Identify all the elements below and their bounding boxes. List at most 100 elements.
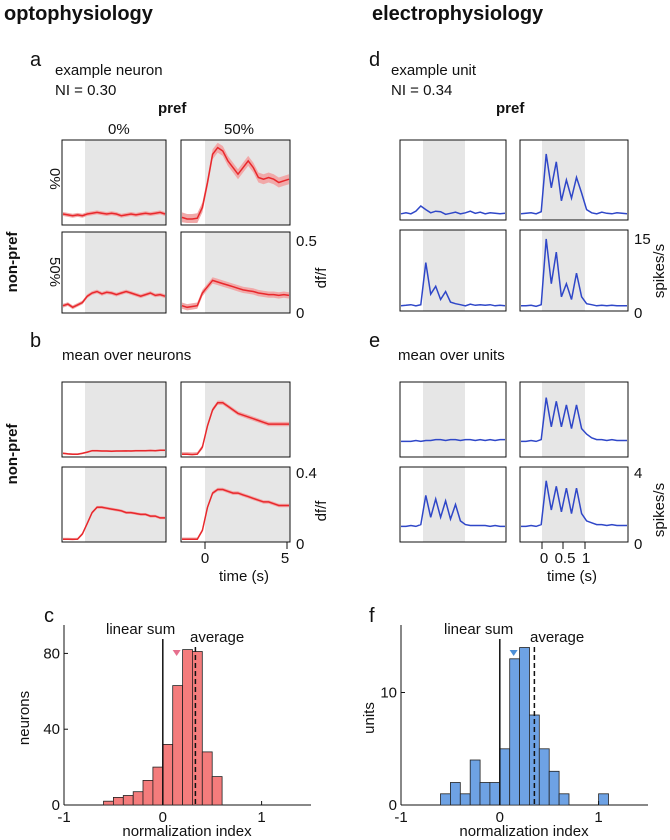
- f-average-label: average: [530, 629, 584, 646]
- trace-line: [62, 449, 165, 455]
- f-bars: [440, 647, 609, 806]
- c-ytick-label: 80: [43, 645, 60, 662]
- stim-shade: [423, 140, 465, 220]
- cell-frame: [61, 381, 167, 458]
- c-bar: [172, 685, 183, 806]
- c-ylabel: neurons: [16, 691, 33, 745]
- b-xtick-label-0: 0: [201, 550, 209, 567]
- f-bar: [509, 658, 521, 806]
- e-time-label: time (s): [547, 568, 597, 585]
- b-time-label: time (s): [219, 568, 269, 585]
- f-ytick-label: 10: [380, 685, 397, 702]
- cell-d-np0-p50: [519, 139, 629, 221]
- cell-frame: [399, 229, 507, 312]
- cell-e-np0-p50: [519, 381, 629, 458]
- cell-e-np50-p50: [519, 466, 629, 543]
- stim-shade: [85, 467, 166, 542]
- c-linear-sum-label: linear sum: [106, 621, 175, 638]
- c-ytick-label: 40: [43, 721, 60, 738]
- panel-d-line2: NI = 0.34: [391, 82, 452, 99]
- f-bar: [479, 782, 491, 806]
- c-bar: [132, 791, 144, 806]
- stim-shade: [205, 382, 290, 457]
- f-xtick-label: 1: [594, 809, 602, 826]
- stim-shade: [85, 382, 166, 457]
- c-bar: [152, 766, 164, 806]
- cell-frame: [61, 139, 167, 226]
- cell-frame: [180, 466, 291, 543]
- f-ytick-label: 0: [389, 797, 397, 814]
- f-mean-marker: [509, 650, 518, 656]
- e-xtick-label-05: 0.5: [555, 550, 576, 567]
- trace-line: [400, 205, 506, 216]
- pref-label-left: pref: [158, 100, 187, 117]
- panel-d-ytop: 15: [634, 231, 651, 248]
- c-bar: [201, 751, 213, 806]
- f-xlabel: normalization index: [459, 823, 589, 840]
- header-optophysiology: optophysiology: [4, 3, 154, 25]
- cell-b-np50-p0: [61, 466, 167, 543]
- cell-frame: [399, 381, 507, 458]
- panel-letter-a: a: [30, 49, 42, 71]
- nonpref-label-a: non-pref: [4, 231, 21, 293]
- cell-frame: [399, 139, 507, 221]
- header-electrophysiology: electrophysiology: [372, 3, 544, 25]
- panel-b-ytop: 0.4: [296, 465, 317, 482]
- panel-d-grid: [399, 139, 629, 312]
- panel-a-ytop: 0.5: [296, 233, 317, 250]
- f-bar: [459, 793, 471, 806]
- cell-d-np50-p50: [519, 229, 629, 312]
- c-bar: [211, 776, 223, 806]
- f-bar: [440, 793, 451, 806]
- f-bar: [489, 782, 501, 806]
- f-bar: [499, 748, 511, 806]
- panel-a-grid: [61, 139, 291, 314]
- f-xtick-label: -1: [394, 809, 407, 826]
- cell-frame: [519, 229, 629, 312]
- panel-e-grid: [399, 381, 629, 543]
- f-bar: [469, 759, 481, 806]
- cell-a-np0-p0: [61, 139, 167, 226]
- trace-line: [62, 290, 166, 309]
- panel-letter-f: f: [369, 605, 375, 627]
- c-xtick-label: 0: [159, 809, 167, 826]
- cell-a-np0-p50: [180, 139, 291, 226]
- trace-line: [62, 211, 166, 217]
- cell-a-np50-p0: [61, 231, 167, 314]
- panel-letter-e: e: [369, 330, 380, 352]
- c-bar: [162, 744, 174, 806]
- trace-line: [521, 238, 627, 308]
- stim-shade: [542, 230, 585, 311]
- panel-letter-c: c: [44, 605, 54, 627]
- trace-line: [63, 506, 165, 541]
- f-bar: [548, 770, 560, 806]
- stim-shade: [423, 382, 465, 457]
- panel-letter-d: d: [369, 49, 380, 71]
- panel-b-grid: [61, 381, 291, 543]
- row-label-50: 50%: [46, 257, 63, 287]
- pref-label-right: pref: [496, 100, 525, 117]
- cell-frame: [180, 139, 291, 226]
- panel-e-ybot: 0: [634, 536, 642, 553]
- panel-e-ytop: 4: [634, 465, 642, 482]
- cell-b-np0-p50: [180, 381, 291, 458]
- trace-line: [520, 153, 628, 215]
- cell-b-np0-p0: [61, 381, 167, 458]
- c-xtick-label: 1: [257, 809, 265, 826]
- panel-e-title: mean over units: [398, 347, 505, 364]
- cell-frame: [519, 466, 629, 543]
- cell-b-np50-p50: [180, 466, 291, 543]
- f-bar: [538, 748, 550, 806]
- c-bar: [103, 800, 114, 806]
- cell-e-np50-p0: [399, 466, 507, 543]
- b-xtick-label-5: 5: [281, 550, 289, 567]
- panel-a-line1: example neuron: [55, 62, 163, 79]
- c-bar: [122, 795, 134, 806]
- cell-d-np0-p0: [399, 139, 507, 221]
- c-bar: [191, 651, 203, 806]
- c-bars: [103, 649, 223, 806]
